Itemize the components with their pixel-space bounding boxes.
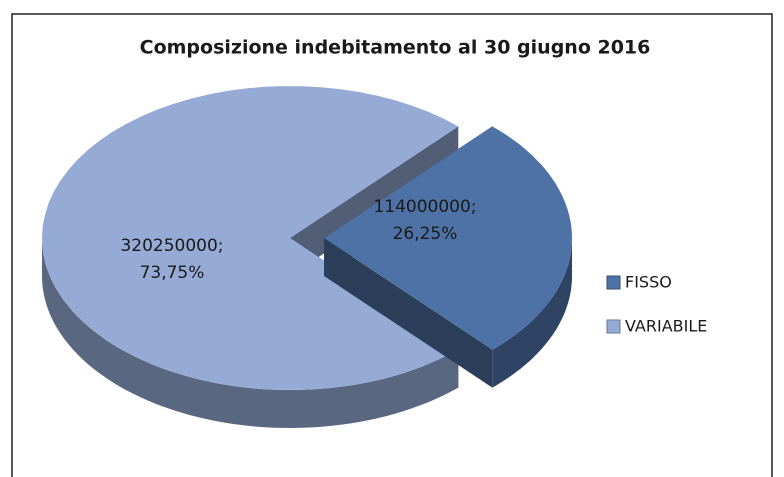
- slice: [324, 126, 572, 350]
- chart-title: Composizione indebitamento al 30 giugno …: [140, 37, 651, 59]
- slice-side: [492, 238, 572, 388]
- data-label: 73,75%: [140, 263, 205, 283]
- legend-swatch: [606, 319, 621, 334]
- data-label: 320250000;: [120, 236, 223, 256]
- legend-label: VARIABILE: [625, 317, 707, 336]
- data-label: 114000000;: [373, 197, 476, 217]
- slice-face: [324, 238, 493, 388]
- slice: [42, 86, 459, 390]
- slice-side: [42, 238, 459, 428]
- legend-swatch: [606, 275, 621, 290]
- data-label: 26,25%: [393, 224, 458, 244]
- legend-label: FISSO: [625, 273, 672, 292]
